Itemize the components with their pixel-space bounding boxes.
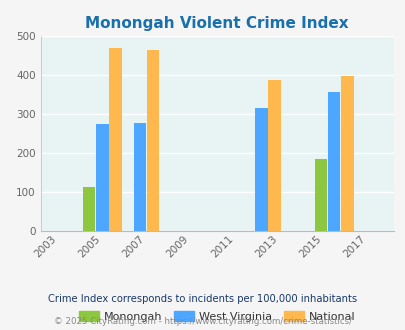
Bar [314, 159, 326, 231]
Bar [147, 50, 159, 231]
Bar [255, 108, 267, 231]
Bar [96, 124, 108, 231]
Text: © 2025 CityRating.com - https://www.cityrating.com/crime-statistics/: © 2025 CityRating.com - https://www.city… [54, 317, 351, 326]
Title: Monongah Violent Crime Index: Monongah Violent Crime Index [85, 16, 348, 31]
Bar [109, 48, 122, 231]
Legend: Monongah, West Virginia, National: Monongah, West Virginia, National [74, 307, 359, 326]
Bar [133, 123, 146, 231]
Text: Crime Index corresponds to incidents per 100,000 inhabitants: Crime Index corresponds to incidents per… [48, 294, 357, 304]
Bar [341, 77, 353, 231]
Bar [327, 92, 339, 231]
Bar [268, 80, 280, 231]
Bar [83, 187, 95, 231]
